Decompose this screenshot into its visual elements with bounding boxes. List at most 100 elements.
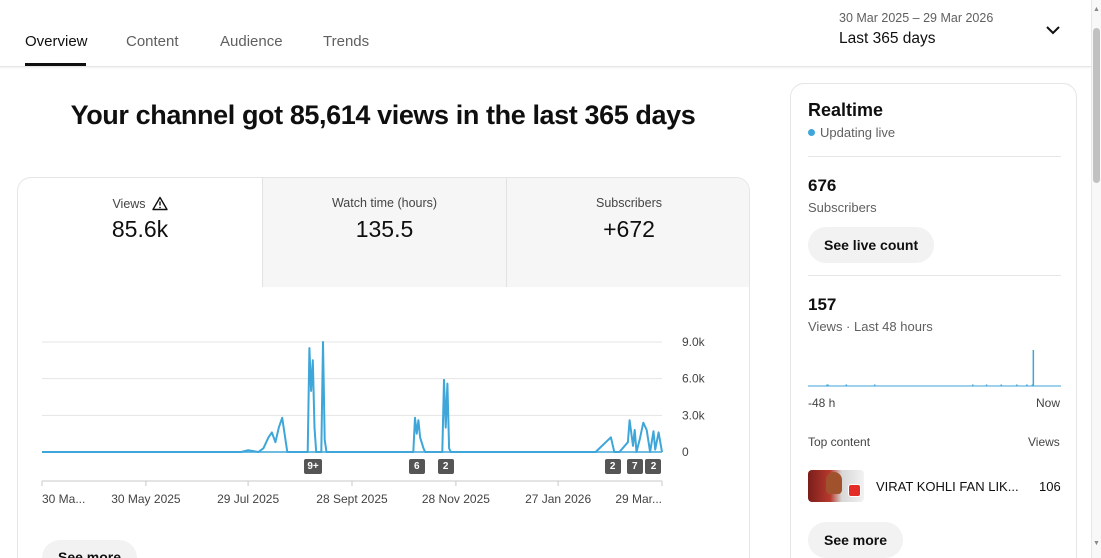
views-data-point[interactable] [324,439,326,441]
views-data-point[interactable] [441,451,443,453]
views-data-point[interactable] [213,451,215,453]
views-data-point[interactable] [268,436,270,438]
views-data-point[interactable] [561,451,563,453]
views-data-point[interactable] [610,436,612,438]
views-data-point[interactable] [526,451,528,453]
views-data-point[interactable] [278,427,280,429]
views-data-point[interactable] [92,451,94,453]
views-data-point[interactable] [627,441,629,443]
views-data-point[interactable] [578,451,580,453]
mini-chart-bar[interactable] [874,384,876,387]
views-data-point[interactable] [281,417,283,419]
views-data-point[interactable] [314,427,316,429]
views-data-point[interactable] [639,438,641,440]
views-data-point[interactable] [310,390,312,392]
date-range-text[interactable]: 30 Mar 2025 – 29 Mar 2026 [839,11,994,25]
views-data-point[interactable] [308,347,310,349]
see-more-button[interactable]: See more [42,540,138,558]
views-data-point[interactable] [388,451,390,453]
mini-chart-bar[interactable] [1031,384,1034,387]
mini-chart-bar[interactable] [1026,384,1028,387]
views-data-point[interactable] [426,451,428,453]
views-data-point[interactable] [618,451,620,453]
scroll-down-arrow-icon[interactable]: ▼ [1093,540,1100,547]
mini-chart-bar[interactable] [972,384,974,387]
tab-trends[interactable]: Trends [323,33,370,50]
views-data-point[interactable] [443,379,445,381]
views-data-point[interactable] [325,451,327,453]
views-data-point[interactable] [307,451,309,453]
warning-triangle-icon[interactable] [151,196,168,211]
scrollbar-track[interactable] [1091,0,1101,558]
see-more-realtime-button[interactable]: See more [808,522,904,558]
views-data-point[interactable] [291,451,293,453]
views-series-line[interactable] [42,341,663,453]
views-data-point[interactable] [412,451,414,453]
realtime-views-bar-chart[interactable] [808,342,1061,388]
views-data-point[interactable] [509,451,511,453]
scroll-up-arrow-icon[interactable]: ▲ [1093,6,1100,13]
views-data-point[interactable] [312,359,314,361]
views-data-point[interactable] [649,451,651,453]
metric-tab-subscribers[interactable]: Subscribers +672 [506,178,749,287]
views-data-point[interactable] [109,451,111,453]
views-data-point[interactable] [58,451,60,453]
scrollbar-thumb[interactable] [1093,28,1100,183]
views-data-point[interactable] [196,451,198,453]
views-data-point[interactable] [423,447,425,449]
views-data-point[interactable] [642,422,644,424]
views-data-point[interactable] [162,451,164,453]
views-data-point[interactable] [448,447,450,449]
views-data-point[interactable] [271,431,273,433]
metric-tab-watch-time[interactable]: Watch time (hours) 135.5 [262,178,506,287]
chevron-down-icon[interactable] [1043,23,1063,39]
views-data-point[interactable] [75,451,77,453]
views-data-point[interactable] [475,451,477,453]
views-data-point[interactable] [406,451,408,453]
views-data-point[interactable] [417,419,419,421]
views-data-point[interactable] [451,451,453,453]
views-data-point[interactable] [126,451,128,453]
tab-overview[interactable]: Overview [25,33,88,50]
views-data-point[interactable] [652,430,654,432]
views-data-point[interactable] [661,451,663,453]
tab-content[interactable]: Content [126,33,179,50]
views-data-point[interactable] [247,449,249,451]
views-data-point[interactable] [492,451,494,453]
views-data-point[interactable] [371,451,373,453]
views-data-point[interactable] [315,451,317,453]
chart-annotation-badge[interactable]: 2 [604,459,621,474]
views-data-point[interactable] [453,451,455,453]
top-content-title[interactable]: VIRAT KOHLI FAN LIK... [876,479,1019,494]
chart-annotation-badge[interactable]: 9+ [304,459,322,474]
views-data-point[interactable] [658,431,660,433]
views-data-point[interactable] [613,451,615,453]
views-data-point[interactable] [414,417,416,419]
mini-chart-bar[interactable] [827,384,829,387]
chart-annotation-badge[interactable]: 7 [626,459,643,474]
views-data-point[interactable] [240,451,242,453]
views-data-point[interactable] [419,436,421,438]
chart-annotation-badge[interactable]: 2 [645,459,662,474]
mini-chart-bar[interactable] [826,384,828,387]
video-thumbnail[interactable] [808,470,864,502]
views-data-point[interactable] [179,451,181,453]
views-data-point[interactable] [450,451,452,453]
views-data-point[interactable] [296,451,298,453]
mini-chart-bar[interactable] [845,384,848,387]
see-live-count-button[interactable]: See live count [808,227,935,263]
views-data-point[interactable] [262,447,264,449]
views-data-point[interactable] [654,449,656,451]
chart-annotation-badge[interactable]: 2 [437,459,454,474]
views-data-point[interactable] [41,451,43,453]
views-line-chart[interactable]: 9.0k 6.0k 3.0k 0 30 Ma... 30 May 2025 29 Jul 2… [0,0,766,520]
views-data-point[interactable] [634,429,636,431]
metric-tab-views[interactable]: Views 85.6k [18,178,262,287]
chart-annotation-badge[interactable]: 6 [408,459,425,474]
views-data-point[interactable] [445,427,447,429]
views-data-point[interactable] [629,419,631,421]
views-data-point[interactable] [320,451,322,453]
views-data-point[interactable] [230,451,232,453]
views-data-point[interactable] [543,451,545,453]
views-data-point[interactable] [286,451,288,453]
